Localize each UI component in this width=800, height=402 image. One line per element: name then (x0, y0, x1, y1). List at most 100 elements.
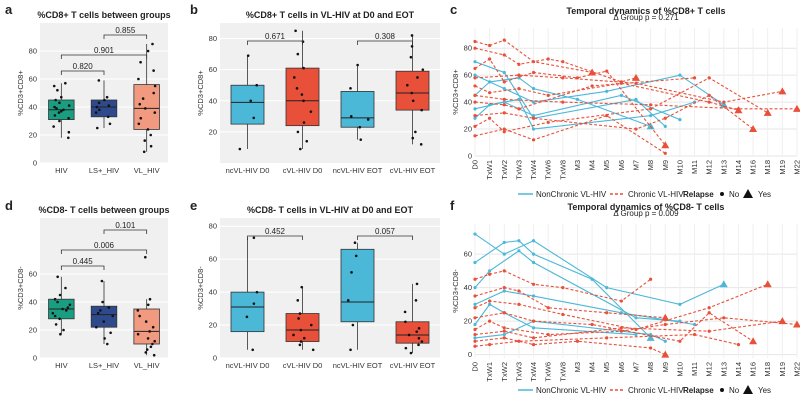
x-tick-label: ncVL-HIV D0 (226, 361, 270, 370)
data-point (605, 311, 609, 315)
series-line (474, 290, 695, 326)
data-point (649, 107, 653, 111)
data-point (138, 102, 142, 106)
y-tick-label: 40 (464, 283, 472, 292)
x-tick-label: M5 (602, 362, 611, 372)
y-tick-label: 40 (29, 103, 37, 112)
y-axis-label: %CD3+CD8+ (16, 70, 25, 116)
data-point (473, 277, 477, 281)
x-tick-label: TxW8 (558, 160, 567, 180)
significance-bracket (247, 235, 303, 240)
data-point (502, 127, 506, 131)
data-point (94, 111, 98, 114)
chart-title: Temporal dynamics of %CD8+ T cells (566, 6, 725, 16)
data-point (351, 323, 355, 327)
data-point (406, 83, 409, 87)
data-point (546, 93, 550, 97)
data-point (417, 343, 420, 347)
data-point (502, 289, 506, 293)
data-point (502, 252, 506, 256)
data-point (502, 111, 506, 115)
data-point (346, 299, 350, 302)
data-point (502, 103, 506, 107)
y-tick-label: 40 (209, 288, 217, 297)
data-point (488, 43, 492, 48)
y-tick-label: 60 (209, 255, 217, 264)
data-point (58, 101, 61, 105)
data-point (146, 128, 150, 131)
data-point (517, 107, 521, 111)
data-point (58, 293, 62, 297)
x-tick-label: TxW4 (529, 362, 538, 382)
data-point (149, 133, 153, 137)
data-point (502, 80, 506, 84)
data-point (54, 323, 58, 326)
data-point (531, 336, 536, 340)
data-point (707, 76, 711, 80)
panel-e: e %CD8- T cells in VL-HIV at D0 and EOT 0 2… (190, 198, 440, 370)
data-point (473, 124, 477, 128)
data-point (293, 76, 296, 79)
p-value: 0.057 (375, 227, 396, 236)
data-point (517, 339, 521, 343)
relapse-yes-marker (661, 141, 670, 149)
data-point (67, 116, 70, 120)
data-point (56, 300, 59, 304)
x-tick-label: M8 (646, 160, 655, 170)
x-tick-label: TxW1 (485, 160, 494, 180)
data-point (136, 332, 140, 336)
data-point (502, 326, 506, 330)
x-tick-label: M3 (573, 160, 582, 170)
data-point (238, 147, 242, 151)
data-point (473, 322, 477, 327)
data-point (349, 115, 353, 118)
data-point (590, 277, 594, 281)
data-point (678, 339, 682, 343)
data-point (153, 111, 157, 114)
data-point (416, 76, 419, 79)
data-point (473, 332, 477, 337)
data-point (605, 336, 609, 340)
data-point (619, 329, 623, 333)
y-tick-label: 60 (29, 75, 37, 84)
data-point (99, 309, 102, 312)
significance-bracket (60, 249, 148, 254)
data-point (473, 107, 477, 111)
data-point (488, 299, 492, 303)
data-point (302, 66, 305, 70)
series-line (474, 240, 652, 339)
legend-title: Relapse (683, 386, 714, 395)
data-point (107, 104, 111, 107)
data-point (473, 39, 477, 44)
data-point (531, 252, 536, 256)
y-tick-label: 0 (33, 159, 37, 168)
data-point (53, 114, 57, 117)
p-value: 0.855 (115, 26, 136, 35)
panel-a: a %CD8+ T cells between groups 0 20 40 60 80 %C… (5, 2, 171, 175)
p-value: 0.820 (73, 62, 94, 71)
data-point (146, 303, 150, 307)
data-point (62, 108, 65, 112)
data-point (473, 76, 477, 80)
data-point (590, 84, 594, 88)
panel-label-f: f (450, 198, 455, 213)
data-point (488, 319, 492, 323)
data-point (296, 52, 300, 56)
significance-bracket (60, 54, 148, 59)
y-tick-label: 60 (464, 71, 472, 80)
data-point (148, 297, 152, 301)
data-point (473, 46, 477, 50)
data-point (52, 125, 55, 128)
significance-bracket (357, 40, 413, 45)
y-axis-label: %CD3+CD8- (196, 266, 205, 310)
data-point (502, 97, 506, 102)
data-point (619, 299, 623, 303)
data-point (531, 100, 536, 104)
legend: NonChronic VL-HIV Chronic VL-HIV Relapse No… (518, 189, 771, 199)
data-point (473, 286, 477, 290)
data-point (410, 34, 414, 37)
data-point (473, 336, 477, 340)
data-point (54, 98, 57, 102)
series-line (474, 312, 754, 342)
